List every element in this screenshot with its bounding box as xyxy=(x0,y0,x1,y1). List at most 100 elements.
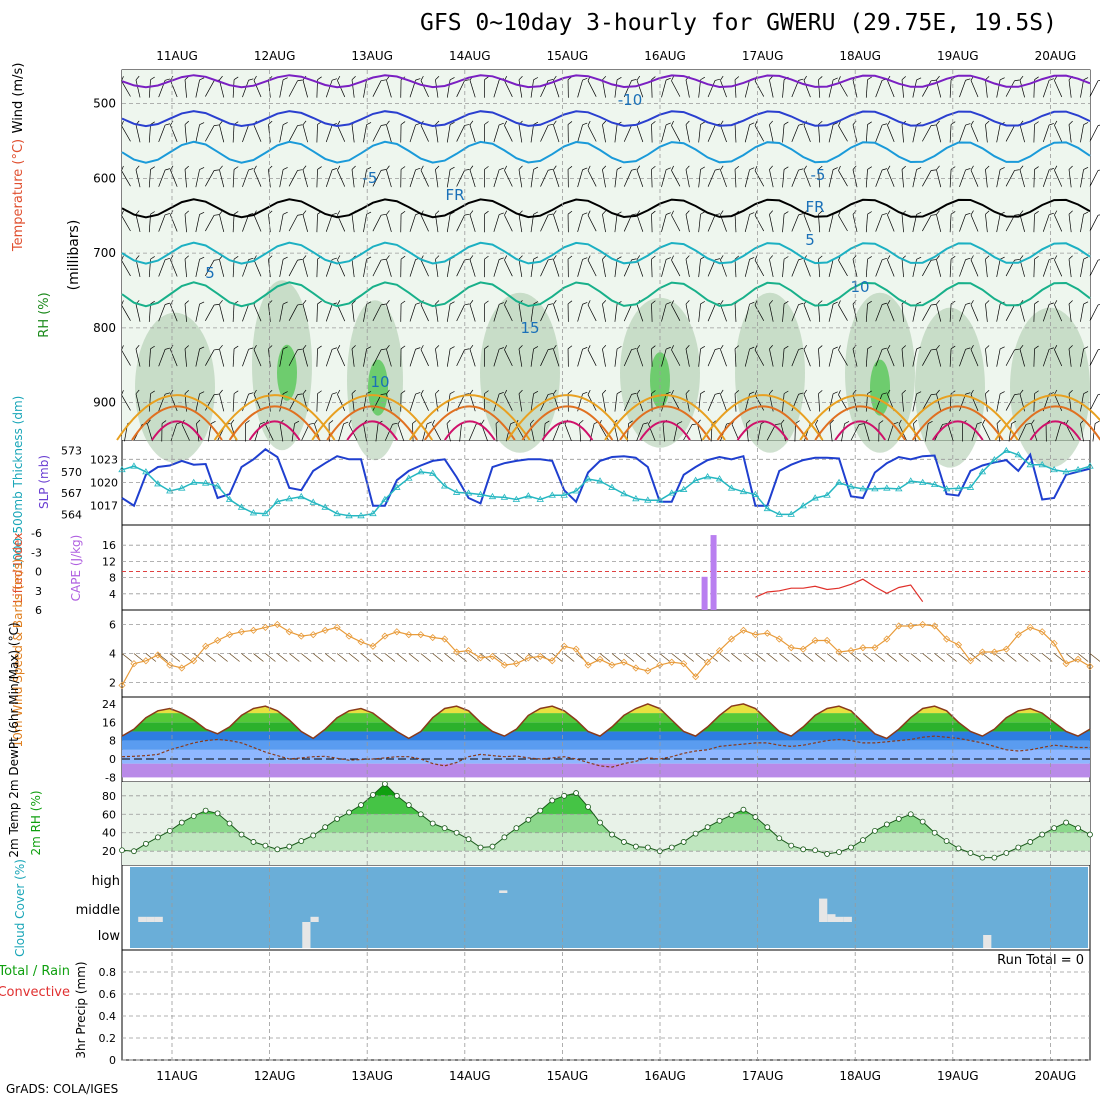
wind-barb-flag xyxy=(616,346,622,350)
wind-barb xyxy=(922,169,937,187)
wind-barb-flag xyxy=(449,166,455,170)
wind-barb xyxy=(504,120,513,142)
thickness-marker xyxy=(703,473,712,480)
wind-speed-marker xyxy=(799,645,807,653)
wind-barb-staff xyxy=(936,124,942,143)
wind-barb-flag xyxy=(332,168,337,171)
wind-barb xyxy=(1033,390,1039,412)
wind-barb-staff xyxy=(493,393,500,412)
wind-barb-staff xyxy=(744,304,750,322)
wind-barb-staff xyxy=(949,124,952,143)
wind-barb xyxy=(242,347,254,367)
wind-barb-flag xyxy=(464,258,470,261)
wind-speed-marker xyxy=(512,660,520,668)
wind-barb-staff xyxy=(720,80,727,98)
wind-barb xyxy=(170,120,178,142)
wind-barb-flag xyxy=(504,300,508,305)
wind-barb-staff xyxy=(791,259,799,277)
wind-barb-flag xyxy=(135,165,140,170)
wind-barb-flag xyxy=(838,390,841,395)
wind-barb-staff xyxy=(232,303,235,322)
wind-barb xyxy=(754,300,765,321)
wind-barb-flag xyxy=(754,300,758,306)
wind-barb xyxy=(567,121,573,143)
wind-barb xyxy=(372,258,387,277)
wind-barb-staff xyxy=(530,303,534,322)
ylabel-slp: SLP (mb) xyxy=(37,455,51,509)
wind-barb-staff xyxy=(769,124,774,143)
wind-barb xyxy=(435,165,440,188)
wind-barb-flag xyxy=(297,124,303,126)
wind-barb xyxy=(838,390,848,411)
rh-shade xyxy=(480,292,560,453)
wind-barb xyxy=(384,422,398,441)
wind-barb-staff xyxy=(232,348,235,367)
wind-barb-flag xyxy=(818,300,823,305)
thickness-marker xyxy=(201,479,210,486)
wind-barb-flag xyxy=(548,213,554,216)
wind-barb xyxy=(996,167,1005,188)
wind-barb-staff xyxy=(158,349,166,367)
wind-barb-staff xyxy=(865,79,868,98)
wind-barb xyxy=(158,213,171,232)
wind-barb xyxy=(302,255,308,277)
wind-barb-flag xyxy=(1083,301,1089,305)
precip-tick: 0.4 xyxy=(99,1010,117,1023)
wind-barb-staff xyxy=(553,259,560,277)
wind-speed-marker xyxy=(596,655,604,663)
wind-barb-staff xyxy=(685,169,690,188)
wind-barb-staff xyxy=(219,214,225,233)
wind-barb-flag xyxy=(970,345,974,350)
wind-barb xyxy=(518,389,523,412)
contour-label: 5 xyxy=(805,231,815,249)
wind-barb-staff xyxy=(219,348,225,367)
temp-band xyxy=(122,740,1090,750)
wind-barb xyxy=(232,211,239,233)
wind-barb-flag xyxy=(852,255,857,260)
wind-barb-staff xyxy=(803,124,811,143)
wind-barb xyxy=(996,391,1005,412)
wind-barb-flag xyxy=(936,210,940,215)
wind-barb-flag xyxy=(332,347,337,350)
wind-barb-staff xyxy=(205,125,215,142)
wind-barb-staff xyxy=(518,124,523,143)
wind-barb-staff xyxy=(1080,214,1084,233)
wind-barb xyxy=(242,212,254,232)
wind-speed-marker xyxy=(692,673,700,681)
cloud-cell xyxy=(310,916,319,922)
wind-barb-staff xyxy=(253,259,262,277)
wind-barb xyxy=(135,389,141,412)
wind-barb-flag xyxy=(700,121,706,125)
wind-barb-flag xyxy=(1049,123,1054,126)
wind-barb-10m xyxy=(348,653,360,662)
wind-barb-flag xyxy=(504,120,508,126)
wind-barb-flag xyxy=(332,392,337,395)
wind-speed-marker xyxy=(680,660,688,668)
wind-barb-staff xyxy=(253,349,262,367)
wind-barb-staff xyxy=(518,303,523,322)
wind-barb-staff xyxy=(828,393,834,412)
wind-barb-10m xyxy=(217,653,228,662)
wind-barb-staff xyxy=(791,169,799,187)
rh-panel-bg xyxy=(122,782,1090,865)
wind-barb-staff xyxy=(602,169,606,188)
wind-barb-flag xyxy=(1034,300,1039,305)
wind-barb-flag xyxy=(184,345,189,350)
wind-barb-flag xyxy=(1049,257,1054,260)
thickness-marker xyxy=(273,497,282,505)
wind-barb xyxy=(901,390,906,412)
rh-marker xyxy=(1027,839,1034,845)
wind-barb-flag xyxy=(548,303,554,306)
wind-barb xyxy=(400,390,406,412)
wind-barb-flag xyxy=(233,256,239,260)
wind-barb-staff xyxy=(279,169,284,188)
wind-barb-flag xyxy=(553,255,557,260)
wind-barb-10m xyxy=(695,653,706,662)
wind-barb-flag xyxy=(415,167,421,171)
wind-barb-flag xyxy=(769,165,773,170)
pressure-tick: 800 xyxy=(93,321,116,335)
wind-barb-flag xyxy=(985,120,990,125)
wind-barb-flag xyxy=(587,345,591,350)
wind-barb-flag xyxy=(469,165,474,170)
wind-barb-flag xyxy=(351,76,356,81)
